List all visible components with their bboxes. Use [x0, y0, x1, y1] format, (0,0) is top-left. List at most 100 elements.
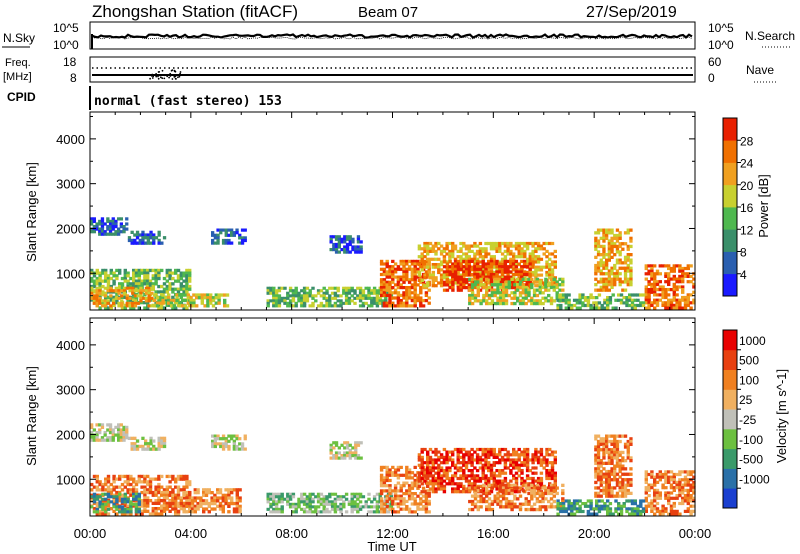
heatmap-cell: [465, 267, 469, 271]
heatmap-cell: [405, 481, 409, 485]
heatmap-cell: [134, 482, 139, 487]
heatmap-cell: [501, 494, 506, 498]
heatmap-cell: [605, 437, 609, 441]
heatmap-cell: [481, 458, 485, 462]
heatmap-cell: [243, 437, 247, 441]
heatmap-cell: [523, 244, 527, 248]
heatmap-cell: [372, 495, 377, 499]
heatmap-cell: [350, 289, 354, 293]
heatmap-cell: [114, 225, 118, 229]
heatmap-cell: [146, 501, 150, 505]
heatmap-cell: [393, 494, 398, 498]
heatmap-cell: [492, 241, 496, 246]
heatmap-cell: [154, 290, 158, 294]
heatmap-cell: [348, 242, 352, 247]
heatmap-cell: [300, 289, 304, 293]
heatmap-cell: [525, 257, 530, 261]
heatmap-cell: [356, 235, 361, 239]
heatmap-cell: [539, 265, 544, 269]
heatmap-cell: [314, 294, 318, 298]
heatmap-cell: [314, 299, 318, 303]
heatmap-cell: [528, 275, 532, 279]
heatmap-cell: [188, 274, 192, 278]
heatmap-cell: [302, 497, 307, 501]
heatmap-cell: [555, 293, 559, 298]
heatmap-cell: [230, 437, 234, 441]
heatmap-cell: [605, 228, 609, 232]
heatmap-cell: [536, 255, 541, 259]
heatmap-cell: [594, 486, 598, 490]
heatmap-cell: [274, 301, 279, 305]
heatmap-cell: [470, 244, 474, 248]
heatmap-cell: [615, 236, 620, 240]
heatmap-cell: [277, 296, 282, 300]
heatmap-cell: [485, 291, 489, 295]
heatmap-cell: [664, 288, 668, 292]
heatmap-cell: [462, 469, 466, 473]
heatmap-cell: [407, 291, 412, 295]
heatmap-cell: [520, 275, 524, 279]
nave-dot: [169, 75, 172, 77]
heatmap-cell: [334, 248, 339, 252]
heatmap-cell: [129, 500, 133, 504]
heatmap-cell: [470, 494, 475, 498]
heatmap-cell: [379, 499, 384, 503]
heatmap-cell: [514, 453, 519, 457]
heatmap-cell: [596, 266, 601, 270]
heatmap-cell: [297, 291, 301, 295]
heatmap-cell: [542, 252, 546, 256]
noise-tick-top-left: 10^5: [53, 21, 79, 35]
heatmap-cell: [478, 247, 483, 251]
heatmap-cell: [133, 241, 137, 245]
heatmap-cell: [129, 276, 133, 281]
heatmap-cell: [103, 433, 107, 437]
heatmap-cell: [629, 280, 633, 284]
heatmap-cell: [354, 446, 358, 450]
heatmap-cell: [399, 489, 403, 493]
heatmap-cell: [602, 450, 606, 455]
heatmap-cell: [230, 228, 234, 232]
heatmap-cell: [402, 262, 406, 266]
heatmap-cell: [500, 280, 505, 284]
heatmap-cell: [605, 478, 609, 482]
heatmap-cell: [297, 299, 301, 303]
heatmap-cell: [550, 252, 555, 256]
heatmap-cell: [95, 271, 99, 275]
heatmap-cell: [333, 502, 338, 506]
heatmap-cell: [162, 507, 167, 511]
heatmap-cell: [655, 269, 660, 273]
heatmap-cell: [669, 269, 674, 273]
heatmap-cell: [608, 301, 613, 305]
heatmap-cell: [193, 491, 197, 495]
heatmap-cell: [525, 466, 530, 470]
heatmap-cell: [146, 271, 150, 275]
heatmap-cell: [196, 496, 200, 500]
heatmap-cell: [308, 492, 312, 496]
heatmap-cell: [675, 301, 679, 305]
heatmap-cell: [103, 291, 107, 295]
heatmap-cell: [117, 425, 121, 429]
heatmap-cell: [475, 453, 480, 457]
heatmap-cell: [655, 480, 660, 484]
heatmap-cell: [516, 296, 520, 300]
heatmap-cell: [523, 458, 527, 462]
heatmap-cell: [623, 486, 628, 490]
heatmap-cell: [216, 238, 220, 243]
heatmap-cell: [269, 291, 273, 295]
heatmap-cell: [146, 482, 150, 487]
heatmap-cell: [308, 294, 312, 298]
heatmap-cell: [367, 294, 371, 298]
heatmap-cell: [453, 281, 458, 285]
heatmap-cell: [521, 502, 526, 506]
heatmap-cell: [210, 491, 214, 495]
heatmap-cell: [451, 482, 455, 486]
heatmap-cell: [157, 477, 161, 481]
heatmap-cell: [531, 466, 535, 470]
heatmap-cell: [650, 499, 654, 503]
heatmap-cell: [476, 280, 480, 284]
heatmap-cell: [626, 439, 630, 444]
heatmap-cell: [162, 490, 167, 495]
heatmap-cell: [607, 255, 611, 259]
heatmap-cell: [92, 507, 97, 511]
heatmap-cell: [235, 496, 239, 500]
